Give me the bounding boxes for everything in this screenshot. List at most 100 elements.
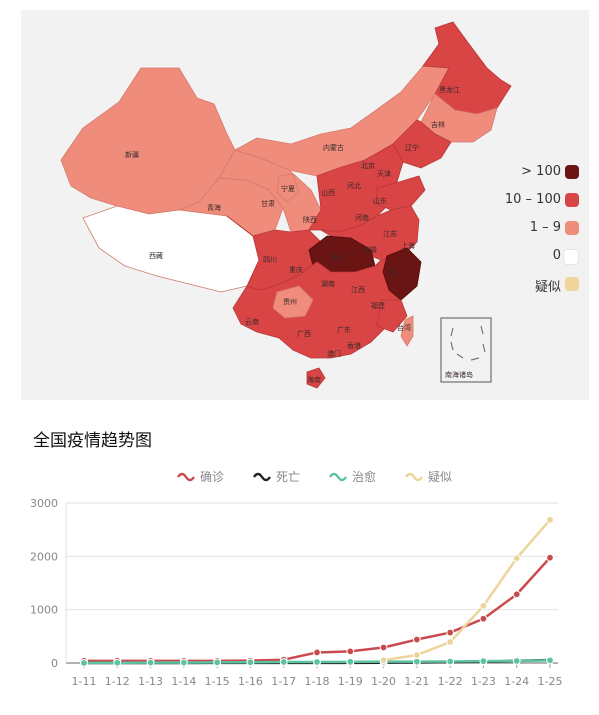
data-point[interactable] [412, 657, 421, 666]
x-tick-label: 1-12 [105, 675, 130, 688]
legend-item-10-100[interactable]: 10 – 100 [499, 188, 599, 216]
legend-item-2[interactable]: 治愈 [329, 469, 376, 484]
data-point[interactable] [346, 647, 355, 656]
label-sichuan: 四川 [263, 256, 277, 264]
x-tick-label: 1-24 [504, 675, 529, 688]
legend-item-3[interactable]: 疑似 [405, 469, 452, 484]
region-shandong[interactable] [376, 175, 426, 211]
x-tick-label: 1-15 [205, 675, 230, 688]
data-point[interactable] [146, 658, 155, 667]
data-point[interactable] [379, 656, 388, 665]
x-tick-label: 1-21 [404, 675, 429, 688]
data-point[interactable] [512, 657, 521, 665]
legend-line-icon [405, 472, 423, 482]
legend-swatch [565, 193, 579, 207]
label-shaanxi: 陕西 [303, 215, 317, 224]
label-guangxi: 广西 [297, 329, 311, 338]
label-shandong: 山东 [373, 196, 387, 205]
x-tick-label: 1-17 [271, 675, 296, 688]
label-xianggang: 香港 [347, 341, 361, 350]
data-point[interactable] [446, 638, 455, 646]
legend-item-1[interactable]: 死亡 [253, 470, 300, 484]
x-tick-label: 1-11 [72, 675, 97, 688]
legend-label: 0 [552, 248, 561, 263]
y-tick-label: 3000 [30, 497, 58, 510]
x-axis-ticks: 1-11 1-12 1-13 1-14 1-15 1-16 1-17 1-18 1-19 1-20… [72, 663, 562, 688]
y-axis-ticks: 0 1000 2000 3000 [30, 497, 58, 670]
legend-series-label: 确诊 [200, 470, 224, 484]
label-hainan: 海南 [307, 375, 321, 384]
label-fujian: 福建 [371, 301, 385, 310]
legend-item-1-9[interactable]: 1 – 9 [499, 216, 599, 244]
data-point[interactable] [512, 590, 521, 599]
legend-item-suspected[interactable]: 疑似 [499, 272, 599, 300]
label-xinjiang: 新疆 [125, 150, 139, 159]
legend-label: 10 – 100 [504, 192, 561, 207]
legend-swatch [565, 277, 579, 291]
legend-swatch [565, 165, 579, 179]
label-chongqing: 重庆 [289, 265, 303, 274]
chart-legend: 确诊 死亡 治愈 疑似 [177, 469, 452, 484]
label-liaoning: 辽宁 [405, 143, 419, 152]
data-point[interactable] [546, 553, 554, 562]
data-point[interactable] [279, 658, 288, 666]
chart-series [80, 515, 554, 667]
legend-item-zero[interactable]: 0 [499, 244, 599, 272]
chart-grid [65, 502, 558, 664]
legend-swatch [563, 249, 579, 265]
x-tick-label: 1-19 [338, 675, 363, 688]
china-map-panel: 黑龙江 吉林 辽宁 内蒙古 北京 天津 河北 山西 山东 新疆 青海 甘肃 宁夏… [21, 10, 589, 400]
x-tick-label: 1-14 [171, 675, 196, 688]
data-point[interactable] [80, 658, 88, 667]
legend-item-gt100[interactable]: > 100 [499, 160, 599, 188]
data-point[interactable] [446, 657, 455, 666]
region-zhejiang[interactable] [382, 247, 422, 301]
legend-line-icon [177, 472, 195, 482]
x-tick-label: 1-22 [438, 675, 463, 688]
legend-swatch [565, 221, 579, 235]
china-map: 黑龙江 吉林 辽宁 内蒙古 北京 天津 河北 山西 山东 新疆 青海 甘肃 宁夏… [60, 21, 512, 389]
data-point[interactable] [313, 658, 321, 666]
data-point[interactable] [179, 658, 188, 667]
legend-series-label: 治愈 [352, 469, 376, 484]
x-tick-label: 1-18 [305, 675, 330, 688]
data-point[interactable] [446, 628, 455, 637]
data-point[interactable] [479, 657, 488, 666]
region-ningxia[interactable] [276, 173, 300, 203]
label-xizang: 西藏 [149, 251, 163, 260]
label-jiangxi: 江西 [351, 286, 365, 294]
label-yunnan: 云南 [245, 317, 259, 326]
data-point[interactable] [313, 648, 321, 657]
data-point[interactable] [479, 614, 488, 623]
label-hunan: 湖南 [321, 279, 335, 288]
data-point[interactable] [479, 601, 488, 610]
data-point[interactable] [412, 635, 421, 644]
south-china-sea-dashes [450, 325, 486, 361]
region-fujian[interactable] [376, 299, 408, 333]
y-tick-label: 0 [51, 657, 58, 670]
x-tick-label: 1-13 [138, 675, 163, 688]
legend-label: 1 – 9 [529, 220, 561, 235]
data-point[interactable] [213, 658, 222, 667]
data-point[interactable] [546, 656, 554, 665]
data-point[interactable] [546, 515, 554, 524]
region-taiwan[interactable] [400, 315, 414, 347]
label-hebei: 河北 [347, 182, 361, 190]
label-qinghai: 青海 [207, 203, 221, 212]
region-north-china[interactable] [308, 143, 404, 233]
legend-item-0[interactable]: 确诊 [177, 470, 224, 484]
label-guangdong: 广东 [337, 325, 351, 334]
data-point[interactable] [113, 658, 122, 667]
data-point[interactable] [246, 658, 255, 667]
label-hubei: 湖北 [331, 253, 345, 262]
chart-title: 全国疫情趋势图 [33, 431, 152, 451]
region-guizhou[interactable] [272, 285, 314, 319]
region-hainan[interactable] [306, 367, 326, 389]
province-labels: 黑龙江 吉林 辽宁 内蒙古 北京 天津 河北 山西 山东 新疆 青海 甘肃 宁夏… [125, 85, 473, 384]
label-heilongjiang: 黑龙江 [439, 85, 460, 94]
legend-line-icon [329, 472, 347, 482]
data-point[interactable] [346, 657, 355, 666]
data-point[interactable] [512, 554, 521, 563]
data-point[interactable] [379, 643, 388, 652]
data-point[interactable] [412, 651, 421, 659]
